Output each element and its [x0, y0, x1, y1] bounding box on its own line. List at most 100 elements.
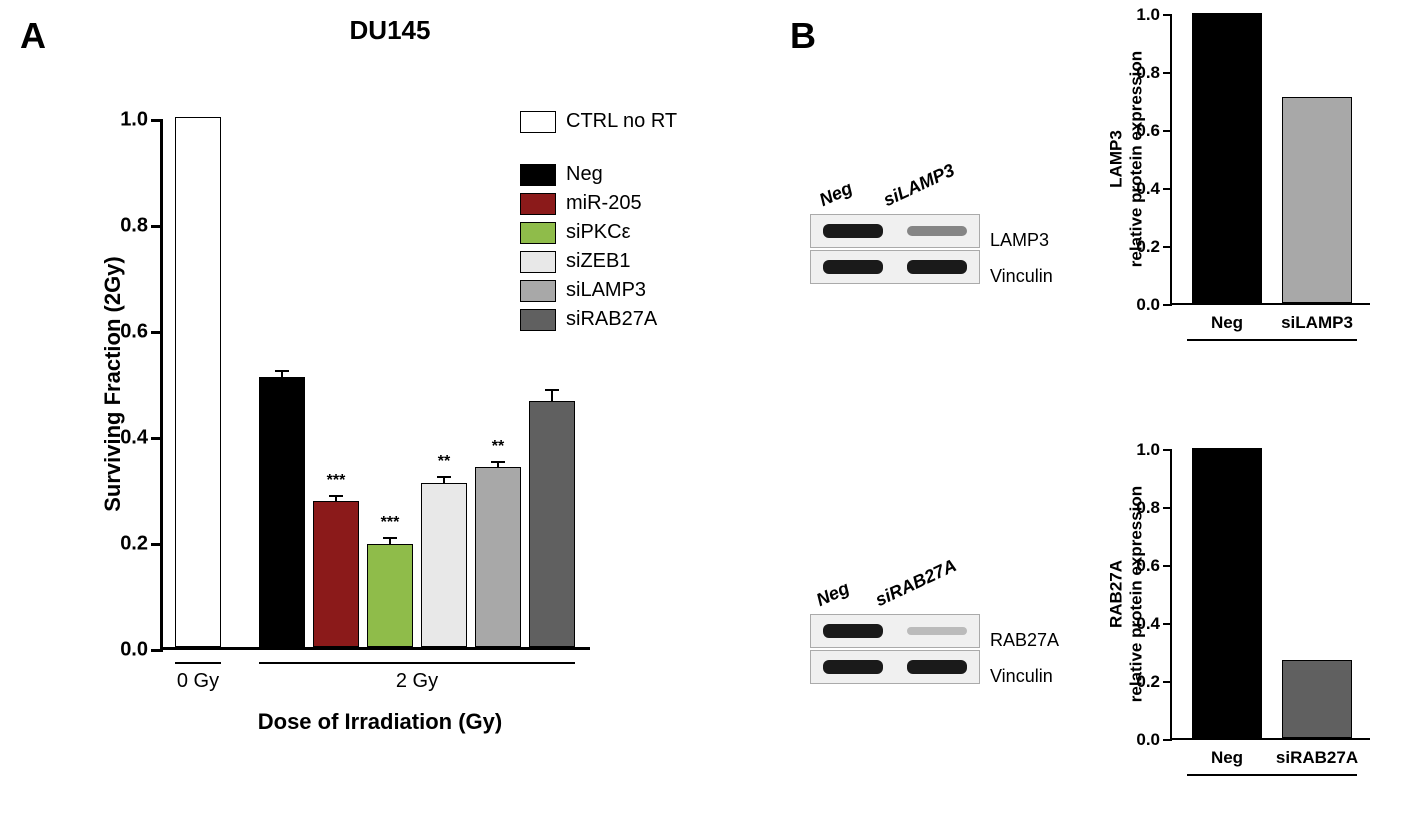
legend-item: CTRL no RT — [520, 110, 677, 133]
legend-a: CTRL no RT Neg miR-205 siPKCε siZEB1 siLAMP3 s… — [520, 110, 677, 337]
blot-col-label: siRAB27A — [872, 555, 960, 611]
group-label: 2 Gy — [396, 670, 438, 693]
small-plot-lamp3: 0.00.20.40.60.81.0LAMP3relative protein … — [1170, 15, 1370, 305]
blot-row — [810, 614, 980, 648]
group-line — [175, 662, 221, 664]
band — [823, 260, 883, 274]
bar-neg — [1192, 448, 1262, 738]
legend-text: miR-205 — [566, 192, 642, 215]
blot-cols: NegsiRAB27A — [810, 590, 980, 611]
blot-col-label: Neg — [816, 178, 856, 211]
legend-item: miR-205 — [520, 192, 677, 215]
legend-text: siZEB1 — [566, 250, 630, 273]
ytick-label: 1.0 — [103, 109, 148, 132]
legend-swatch — [520, 280, 556, 302]
ytick — [1163, 304, 1172, 306]
group-line — [1187, 774, 1357, 776]
ylabel: LAMP3relative protein expression — [1107, 51, 1148, 267]
ytick-label: 0.6 — [103, 321, 148, 344]
legend-text: siLAMP3 — [566, 279, 646, 302]
ytick — [151, 331, 163, 334]
ytick-label: 0.0 — [103, 639, 148, 662]
ylabel: RAB27Arelative protein expression — [1107, 486, 1148, 702]
blot-rab27a: NegsiRAB27ARAB27AVinculin — [810, 590, 980, 686]
blot-protein-label: Vinculin — [990, 266, 1053, 287]
ytick — [1163, 188, 1172, 190]
errcap — [383, 537, 397, 539]
blot-lamp3: NegsiLAMP3LAMP3Vinculin — [810, 190, 980, 286]
band — [823, 660, 883, 674]
ytick-label: 0.0 — [1122, 730, 1160, 750]
ytick — [1163, 507, 1172, 509]
significance-sipkc: *** — [381, 514, 400, 532]
panel-b-label: B — [790, 15, 816, 57]
legend-swatch — [520, 193, 556, 215]
ytick — [1163, 681, 1172, 683]
bar-silamp3 — [475, 467, 521, 647]
blot-col-label: siLAMP3 — [880, 160, 958, 211]
small-chart-lamp3: 0.00.20.40.60.81.0LAMP3relative protein … — [1110, 15, 1380, 365]
legend-item: siPKCε — [520, 221, 677, 244]
bar-sirab27a — [1282, 660, 1352, 738]
ytick — [1163, 246, 1172, 248]
band — [823, 624, 883, 638]
errcap — [437, 476, 451, 478]
bar-sizeb1 — [421, 483, 467, 647]
legend-swatch — [520, 164, 556, 186]
band — [907, 627, 967, 635]
bar-ctrl — [175, 117, 221, 647]
blot-row — [810, 650, 980, 684]
bar-neg — [259, 377, 305, 647]
errcap — [545, 389, 559, 391]
small-chart-rab27a: 0.00.20.40.60.81.0RAB27Arelative protein… — [1110, 450, 1380, 800]
band — [907, 260, 967, 274]
legend-item: Neg — [520, 163, 677, 186]
bar-sirab27a — [529, 401, 575, 647]
ytick — [1163, 449, 1172, 451]
xlabel-a: Dose of Irradiation (Gy) — [90, 709, 670, 735]
ytick-label: 1.0 — [1122, 5, 1160, 25]
errcap — [275, 370, 289, 372]
blot-row — [810, 214, 980, 248]
ytick-label: 0.4 — [103, 427, 148, 450]
ylabel-a: Surviving Fraction (2Gy) — [100, 256, 126, 512]
ytick — [151, 225, 163, 228]
ytick — [1163, 14, 1172, 16]
ytick — [1163, 72, 1172, 74]
legend-text: siPKCε — [566, 221, 630, 244]
group-line — [259, 662, 575, 664]
bar-sipkc — [367, 544, 413, 647]
errcap — [491, 461, 505, 463]
ytick — [1163, 623, 1172, 625]
significance-sizeb1: ** — [438, 453, 450, 471]
small-plot-rab27a: 0.00.20.40.60.81.0RAB27Arelative protein… — [1170, 450, 1370, 740]
blot-protein-label: RAB27A — [990, 630, 1059, 651]
group-label: 0 Gy — [177, 670, 219, 693]
ytick — [151, 543, 163, 546]
blot-cols: NegsiLAMP3 — [810, 190, 980, 211]
errcap — [329, 495, 343, 497]
bar-neg — [1192, 13, 1262, 303]
ytick-label: 0.0 — [1122, 295, 1160, 315]
xlabel: siRAB27A — [1276, 748, 1358, 768]
bar-silamp3 — [1282, 97, 1352, 303]
xlabel: Neg — [1211, 313, 1243, 333]
xlabel: Neg — [1211, 748, 1243, 768]
blot-row — [810, 250, 980, 284]
ytick — [151, 437, 163, 440]
legend-item: siRAB27A — [520, 308, 677, 331]
band — [907, 226, 967, 236]
significance-silamp3: ** — [492, 438, 504, 456]
group-line — [1187, 339, 1357, 341]
xlabel: siLAMP3 — [1281, 313, 1353, 333]
legend-item: siLAMP3 — [520, 279, 677, 302]
ytick — [1163, 130, 1172, 132]
legend-text: Neg — [566, 163, 603, 186]
band — [907, 660, 967, 674]
ytick — [151, 649, 163, 652]
legend-swatch — [520, 222, 556, 244]
blot-col-label: Neg — [813, 578, 853, 611]
ytick — [1163, 565, 1172, 567]
band — [823, 224, 883, 238]
ytick-label: 0.2 — [103, 533, 148, 556]
